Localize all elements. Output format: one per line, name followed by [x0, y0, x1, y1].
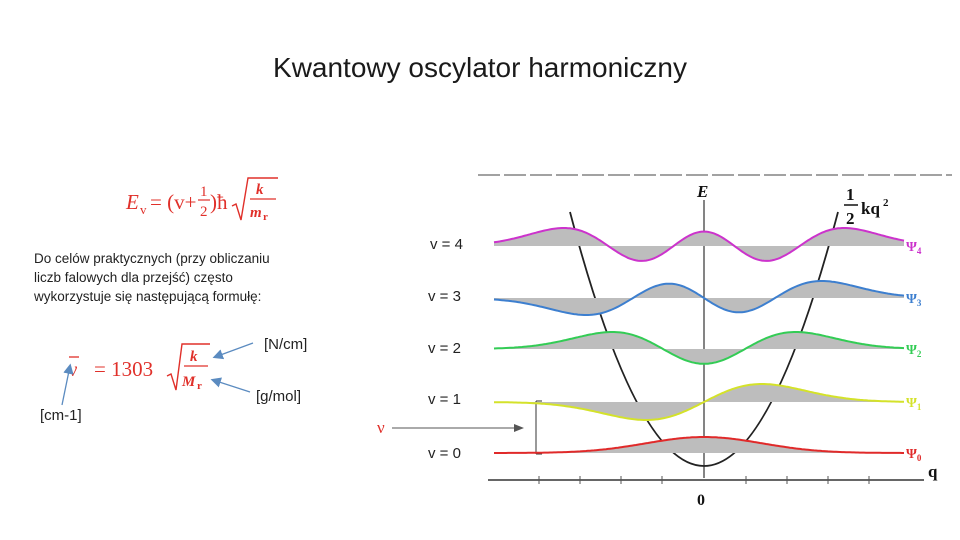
formula-lhs: E — [125, 190, 139, 214]
unit-force-constant: [N/cm] — [264, 336, 308, 353]
formula-frac-num: 1 — [200, 184, 208, 200]
q-axis-label: q — [928, 462, 938, 481]
wavefunction-fill-3 — [494, 281, 904, 315]
arrow-to-mr — [210, 377, 251, 393]
potential-den: 2 — [846, 209, 855, 228]
energy-axis-label: E — [696, 182, 708, 201]
formula2-sqrt-den-sub: r — [197, 380, 202, 392]
formula-sqrt-num: k — [256, 182, 264, 198]
psi-label-4: Ψ4 — [906, 240, 922, 256]
wavefunction-0 — [494, 436, 904, 454]
nu-label: ν — [377, 418, 385, 437]
formula2-eq: = 1303 — [94, 357, 153, 381]
potential-half: 1 — [846, 185, 855, 204]
wavefunction-fill-2 — [494, 332, 904, 364]
formula-eq: = (v+ — [150, 190, 196, 214]
formula-sqrt-den-sub: r — [263, 211, 268, 223]
unit-wavenumber: [cm-1] — [40, 407, 82, 424]
wavefunction-1 — [494, 383, 904, 421]
description-text: Do celów praktycznych (przy obliczaniu l… — [34, 251, 270, 304]
arrow-to-nu — [61, 363, 74, 406]
wavefunction-fill-0 — [494, 437, 904, 453]
psi-label-0: Ψ0 — [906, 447, 922, 463]
level-label-4: v = 4 — [430, 236, 463, 253]
formula-hbar: )ħ — [210, 190, 228, 214]
wavefunction-fill-1 — [494, 384, 904, 420]
wavefunction-3 — [493, 280, 905, 316]
unit-molar-mass: [g/mol] — [256, 388, 302, 405]
psi-label-1: Ψ1 — [906, 396, 922, 412]
level-label-1: v = 1 — [428, 391, 461, 408]
formula-frac-den: 2 — [200, 204, 208, 220]
potential-term: kq — [861, 199, 880, 218]
level-label-2: v = 2 — [428, 340, 461, 357]
arrow-to-k — [212, 342, 254, 360]
formula2-sqrt-num: k — [190, 349, 198, 365]
level-label-0: v = 0 — [428, 445, 461, 462]
formula2-sqrt-den: M — [181, 374, 196, 390]
psi-label-2: Ψ2 — [906, 343, 922, 359]
formula-lhs-sub: v — [140, 202, 147, 217]
level-label-3: v = 3 — [428, 288, 461, 305]
wavefunction-4 — [493, 227, 905, 262]
formula-sqrt-den: m — [250, 205, 262, 221]
wavefunction-2 — [493, 331, 905, 365]
origin-label: 0 — [697, 492, 705, 509]
potential-exp: 2 — [883, 197, 889, 209]
slide-title: Kwantowy oscylator harmoniczny — [273, 52, 687, 83]
wavefunction-fill-4 — [494, 228, 904, 261]
psi-label-3: Ψ3 — [906, 292, 922, 308]
energy-formula: E v = (v+ 1 2 )ħ k m r — [125, 177, 278, 223]
